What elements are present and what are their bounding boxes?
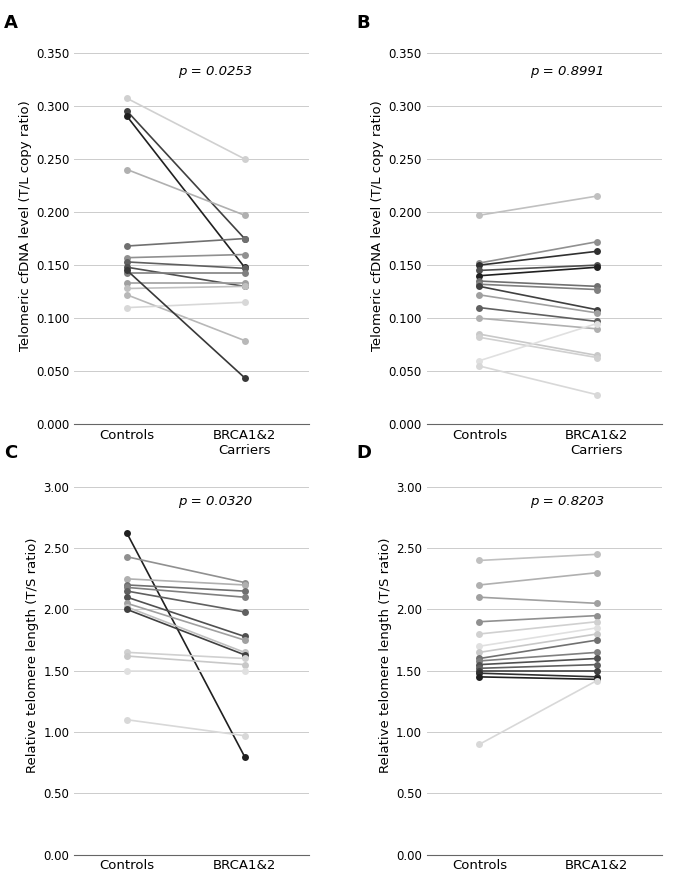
Text: p = 0.0253: p = 0.0253 xyxy=(178,65,252,78)
Text: p = 0.0320: p = 0.0320 xyxy=(178,495,252,508)
Text: C: C xyxy=(4,445,17,462)
Text: BMI <30: BMI <30 xyxy=(180,532,236,545)
Text: D: D xyxy=(356,445,371,462)
Y-axis label: Relative telomere length (T/S ratio): Relative telomere length (T/S ratio) xyxy=(26,538,39,773)
Text: A: A xyxy=(4,14,18,32)
Y-axis label: Relative telomere length (T/S ratio): Relative telomere length (T/S ratio) xyxy=(379,538,391,773)
Text: BMI >30: BMI >30 xyxy=(533,532,589,545)
Y-axis label: Telomeric cfDNA level (T/L copy ratio): Telomeric cfDNA level (T/L copy ratio) xyxy=(19,100,32,351)
Text: B: B xyxy=(356,14,370,32)
Text: p = 0.8991: p = 0.8991 xyxy=(531,65,605,78)
Text: p = 0.8203: p = 0.8203 xyxy=(531,495,605,508)
Y-axis label: Telomeric cfDNA level (T/L copy ratio): Telomeric cfDNA level (T/L copy ratio) xyxy=(371,100,384,351)
